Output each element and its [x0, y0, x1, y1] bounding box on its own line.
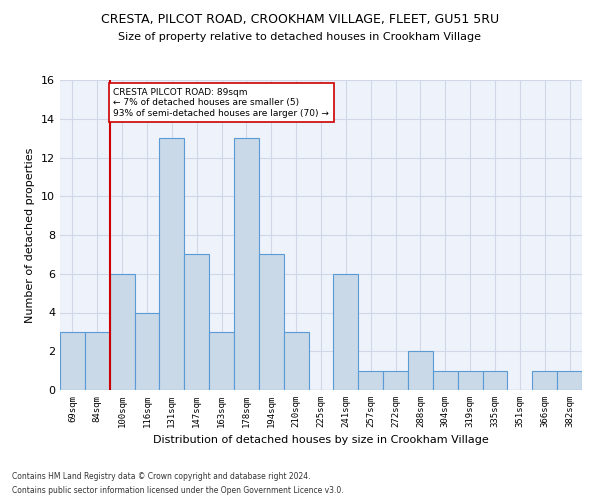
Text: Size of property relative to detached houses in Crookham Village: Size of property relative to detached ho…: [119, 32, 482, 42]
Bar: [532, 370, 557, 390]
Bar: [334, 274, 358, 390]
Bar: [160, 138, 184, 390]
Bar: [134, 312, 160, 390]
Text: Contains public sector information licensed under the Open Government Licence v3: Contains public sector information licen…: [12, 486, 344, 495]
Bar: [433, 370, 458, 390]
Y-axis label: Number of detached properties: Number of detached properties: [25, 148, 35, 322]
Bar: [284, 332, 308, 390]
Bar: [383, 370, 408, 390]
Bar: [209, 332, 234, 390]
Bar: [184, 254, 209, 390]
Bar: [482, 370, 508, 390]
Text: CRESTA, PILCOT ROAD, CROOKHAM VILLAGE, FLEET, GU51 5RU: CRESTA, PILCOT ROAD, CROOKHAM VILLAGE, F…: [101, 12, 499, 26]
Bar: [85, 332, 110, 390]
Bar: [458, 370, 482, 390]
Bar: [408, 351, 433, 390]
Bar: [234, 138, 259, 390]
Text: Contains HM Land Registry data © Crown copyright and database right 2024.: Contains HM Land Registry data © Crown c…: [12, 472, 311, 481]
Text: CRESTA PILCOT ROAD: 89sqm
← 7% of detached houses are smaller (5)
93% of semi-de: CRESTA PILCOT ROAD: 89sqm ← 7% of detach…: [113, 88, 329, 118]
Bar: [60, 332, 85, 390]
Bar: [557, 370, 582, 390]
X-axis label: Distribution of detached houses by size in Crookham Village: Distribution of detached houses by size …: [153, 436, 489, 446]
Bar: [259, 254, 284, 390]
Bar: [358, 370, 383, 390]
Bar: [110, 274, 134, 390]
